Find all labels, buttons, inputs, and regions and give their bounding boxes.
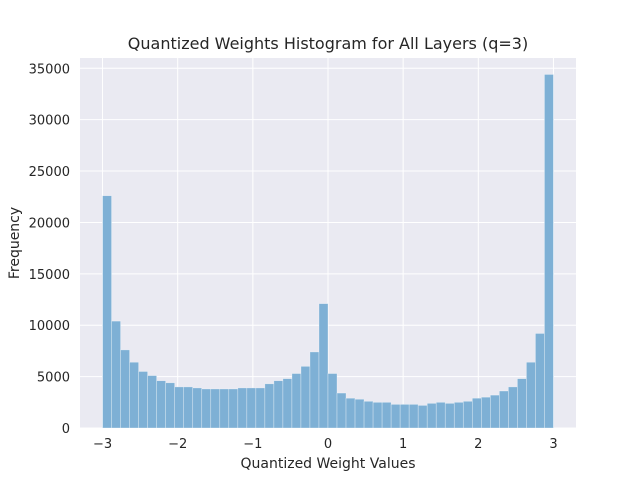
histogram-bar [201, 388, 212, 429]
y-tick-label: 0 [62, 422, 70, 437]
histogram-bar [381, 402, 392, 429]
histogram-bar [372, 402, 383, 429]
histogram-bar [309, 351, 320, 429]
histogram-bar [399, 404, 410, 429]
y-tick-label: 20000 [29, 216, 70, 231]
y-tick-label: 25000 [29, 165, 70, 180]
histogram-bar [544, 74, 554, 429]
y-tick-label: 5000 [37, 371, 70, 386]
histogram-bar [273, 380, 284, 429]
histogram-bar [192, 387, 203, 429]
y-tick-label: 35000 [29, 62, 70, 77]
y-tick-label: 10000 [29, 319, 70, 334]
histogram-bar [490, 394, 500, 429]
histogram-bar [345, 397, 356, 429]
histogram-bar [336, 392, 347, 429]
histogram-bar [327, 373, 338, 429]
histogram-bar [499, 390, 509, 429]
y-tick-labels: 0 5000 10000 15000 20000 25000 30000 35000 [29, 62, 70, 437]
histogram-bar [526, 361, 536, 429]
histogram-bar [102, 195, 112, 429]
y-axis-label: Frequency [7, 207, 23, 279]
histogram-bar [390, 404, 401, 429]
histogram-bar [517, 378, 527, 429]
histogram-bar [255, 387, 266, 429]
histogram-bar [246, 387, 257, 429]
histogram-bar [300, 366, 311, 429]
histogram-bar [219, 388, 230, 429]
x-tick-label: 3 [549, 437, 557, 452]
histogram-bar [453, 402, 464, 429]
y-tick-label: 30000 [29, 114, 70, 129]
histogram-bar [228, 388, 239, 429]
x-tick-label: 1 [399, 437, 407, 452]
histogram-bar [183, 386, 194, 429]
histogram-bar [138, 371, 148, 429]
x-tick-label: 2 [474, 437, 482, 452]
x-tick-label: −3 [93, 437, 112, 452]
histogram-bar [147, 375, 157, 429]
histogram-bar [444, 403, 455, 429]
histogram-bar [318, 303, 329, 429]
histogram-bar [508, 386, 518, 429]
histogram-bar [165, 382, 175, 429]
chart-title: Quantized Weights Histogram for All Laye… [128, 34, 528, 53]
histogram-bar [471, 397, 482, 429]
histogram-bar [354, 398, 365, 429]
histogram-bar [417, 405, 428, 429]
histogram-bar [264, 383, 275, 429]
x-tick-label: 0 [324, 437, 332, 452]
histogram-bar [111, 320, 121, 429]
histogram-bar [363, 400, 374, 429]
histogram-bar [408, 404, 419, 429]
x-tick-labels: −3 −2 −1 0 1 2 3 [93, 437, 558, 452]
histogram-bar [237, 387, 248, 429]
histogram-bar [282, 378, 293, 429]
histogram-bar [462, 400, 473, 429]
histogram-bar [291, 373, 302, 429]
histogram-bar [120, 349, 130, 429]
histogram-bar [210, 388, 221, 429]
x-tick-label: −2 [168, 437, 187, 452]
histogram-bar [435, 402, 446, 429]
histogram-bar [481, 396, 491, 429]
histogram-bar [535, 333, 545, 429]
x-tick-label: −1 [243, 437, 262, 452]
x-axis-label: Quantized Weight Values [241, 456, 416, 472]
histogram-bar [129, 361, 139, 429]
histogram-bar [426, 403, 437, 429]
histogram-bar [174, 386, 185, 429]
y-tick-label: 15000 [29, 268, 70, 283]
histogram-bars [102, 74, 554, 429]
histogram-bar [156, 380, 166, 429]
